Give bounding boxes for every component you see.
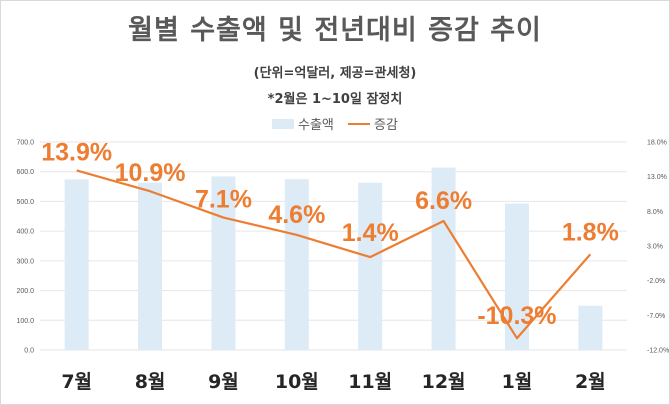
y-left-tick-label: 500.0 [16,199,34,206]
data-label: 10.9% [115,159,186,187]
y-left-tick-label: 200.0 [16,288,34,295]
chart-subtitle-unit: (단위=억달러, 제공=관세청) [253,66,417,81]
bar [358,182,383,350]
data-label: 4.6% [268,201,325,229]
legend-line-swatch [348,122,371,125]
data-label: 6.6% [415,187,472,215]
data-label: 1.8% [562,218,619,246]
bar [211,176,236,350]
bar [431,167,456,350]
x-tick-label: 2월 [575,371,606,393]
y-right-tick-label: -2.0% [647,278,665,285]
x-tick-label: 7월 [61,371,92,393]
x-tick-label: 12월 [422,371,466,393]
y-right-tick-label: 3.0% [647,244,663,251]
x-tick-label: 11월 [348,371,392,393]
data-label: 7.1% [195,186,252,214]
bar [138,182,163,350]
x-tick-label: 1월 [502,371,533,393]
bar [284,179,309,350]
legend-bar-label: 수출액 [298,118,334,133]
y-left-tick-label: 400.0 [16,229,34,236]
y-left-tick-label: 0.0 [24,348,34,355]
y-left-tick-label: 600.0 [16,169,34,176]
data-label: -10.3% [477,302,556,330]
y-left-tick-label: 700.0 [16,140,34,147]
chart-legend: 수출액 증감 [0,114,670,133]
y-left-tick-label: 300.0 [16,258,34,265]
chart-subtitle-note: *2월은 1~10일 잠정치 [267,92,403,107]
bar [578,305,603,350]
x-tick-label: 9월 [208,371,239,393]
x-tick-label: 10월 [275,371,319,393]
line-series [76,169,592,340]
legend-line-label: 증감 [374,118,398,133]
y-right-tick-label: -7.0% [647,313,665,320]
data-label: 1.4% [342,219,399,247]
y-left-tick-label: 100.0 [16,318,34,325]
legend-bar-swatch [272,118,295,129]
chart-title: 월별 수출액 및 전년대비 증감 추이 [128,15,542,46]
data-label: 13.9% [41,138,112,166]
y-right-tick-label: 8.0% [647,209,663,216]
y-right-tick-label: 13.0% [647,174,667,181]
y-right-tick-label: -12.0% [647,348,669,355]
x-tick-label: 8월 [135,371,166,393]
y-right-tick-label: 18.0% [647,140,667,147]
bar [64,179,89,350]
